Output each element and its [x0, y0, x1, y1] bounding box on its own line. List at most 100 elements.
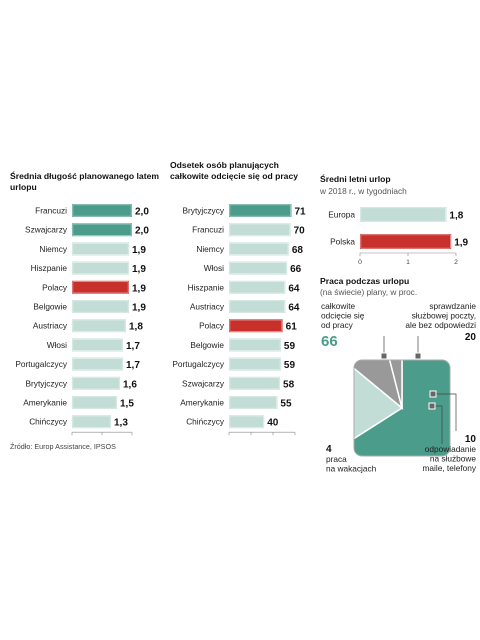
leader-marker: [428, 402, 436, 410]
value-label: 1,5: [120, 399, 134, 410]
value-label: 59: [284, 360, 296, 371]
x-tick-label: 0: [358, 259, 362, 266]
bar: [229, 242, 289, 256]
category-label: Europa: [328, 210, 355, 220]
bar-inner-border: [72, 319, 126, 332]
bar-inner-border: [72, 396, 117, 409]
value-label: 1,8: [449, 211, 463, 222]
bar: [360, 234, 452, 249]
chart1-title: Średnia długość planowanego latem urlopu: [10, 171, 159, 192]
bar: [229, 338, 281, 352]
category-label: Szwajcarzy: [25, 225, 68, 235]
bar-inner-border: [72, 377, 120, 390]
category-label: Szwajcarzy: [182, 378, 225, 388]
chart2-title: Odsetek osób planujących całkowite odcię…: [170, 160, 299, 181]
bar: [72, 338, 123, 352]
pie-slices: [354, 360, 450, 456]
bar: [360, 207, 447, 222]
value-label: 2,0: [135, 226, 149, 237]
bar: [229, 376, 281, 390]
pie-label-full-disconnect: całkowite odcięcie się od pracy: [321, 301, 365, 330]
category-label: Włosi: [204, 263, 224, 273]
bar-inner-border: [72, 415, 111, 428]
x-tick-label: 1: [406, 259, 410, 266]
bar-inner-border: [229, 396, 278, 409]
value-label: 71: [294, 207, 306, 218]
bar-inner-border: [229, 415, 264, 428]
bar: [72, 204, 132, 217]
bar: [229, 261, 288, 275]
value-label: 1,6: [123, 379, 137, 390]
bar: [229, 396, 278, 409]
category-label: Hiszpanie: [31, 263, 68, 273]
bar: [72, 242, 129, 256]
bar-inner-border: [229, 377, 280, 390]
bar: [229, 300, 286, 313]
bar-inner-border: [72, 262, 129, 275]
category-label: Francuzi: [35, 206, 67, 216]
value-label: 1,3: [114, 418, 128, 429]
chart3-svg: Europa 1,8 Polska 1,9 0 1 2: [328, 207, 469, 266]
value-label: 2,0: [135, 207, 149, 218]
value-label: 1,9: [132, 264, 146, 275]
category-label: Belgowie: [33, 302, 67, 312]
source-note: Źródło: Europ Assistance, IPSOS: [10, 442, 116, 451]
pie-value-working: 4: [326, 444, 332, 455]
pie-slice: [354, 360, 404, 411]
category-label: Amerykanie: [23, 398, 67, 408]
category-label: Polacy: [42, 282, 68, 292]
value-label: 1,7: [126, 341, 140, 352]
value-label: 68: [292, 245, 304, 256]
leader-marker: [380, 352, 388, 360]
pie-slice: [354, 360, 404, 451]
bar: [72, 280, 129, 294]
leader-line: [433, 393, 457, 431]
category-label: Brytyjczycy: [183, 206, 225, 216]
value-label: 55: [280, 399, 292, 410]
category-label: Hiszpanie: [188, 282, 225, 292]
category-label: Portugalczycy: [172, 359, 224, 369]
category-label: Chińczycy: [29, 417, 68, 427]
bar-inner-border: [72, 223, 132, 236]
bar-inner-border: [360, 207, 447, 222]
category-label: Włosi: [47, 340, 67, 350]
value-label: 70: [294, 226, 306, 237]
bar: [72, 261, 129, 275]
pie-value-check-mail: 20: [465, 332, 477, 343]
bar: [72, 319, 126, 333]
bar: [72, 300, 129, 313]
bar-inner-border: [72, 357, 123, 371]
bar-inner-border: [72, 242, 129, 256]
category-label: Niemcy: [196, 244, 225, 254]
value-label: 1,7: [126, 360, 140, 371]
category-label: Francuzi: [192, 225, 224, 235]
bar: [229, 415, 265, 429]
bar: [229, 357, 281, 371]
bar-inner-border: [72, 281, 129, 294]
bar: [229, 204, 292, 217]
bar-inner-border: [229, 262, 287, 275]
category-label: Polacy: [199, 321, 225, 331]
bar: [72, 357, 123, 371]
bar: [72, 223, 132, 237]
bar: [229, 280, 286, 294]
bar: [72, 396, 117, 409]
bar-inner-border: [229, 281, 285, 294]
value-label: 1,9: [454, 238, 468, 249]
bar-inner-border: [229, 204, 292, 217]
bar-inner-border: [229, 357, 281, 371]
value-label: 1,9: [132, 283, 146, 294]
pie-label-answering: odpowiadanie na służbowe maile, telefony: [423, 444, 477, 473]
bar-inner-border: [72, 204, 132, 217]
category-label: Portugalczycy: [15, 359, 67, 369]
value-label: 61: [286, 322, 298, 333]
value-label: 64: [288, 303, 300, 314]
chart3-subtitle: w 2018 r., w tygodniach: [320, 186, 407, 196]
pie-label-check-mail: sprawdzanie służbowej poczty, ale bez odpo…: [405, 301, 476, 330]
chart4-title: Praca podczas urlopu: [320, 276, 410, 286]
bar-inner-border: [229, 223, 291, 236]
value-label: 66: [290, 264, 302, 275]
bar: [72, 415, 111, 429]
value-label: 59: [284, 341, 296, 352]
bar-inner-border: [229, 300, 285, 313]
